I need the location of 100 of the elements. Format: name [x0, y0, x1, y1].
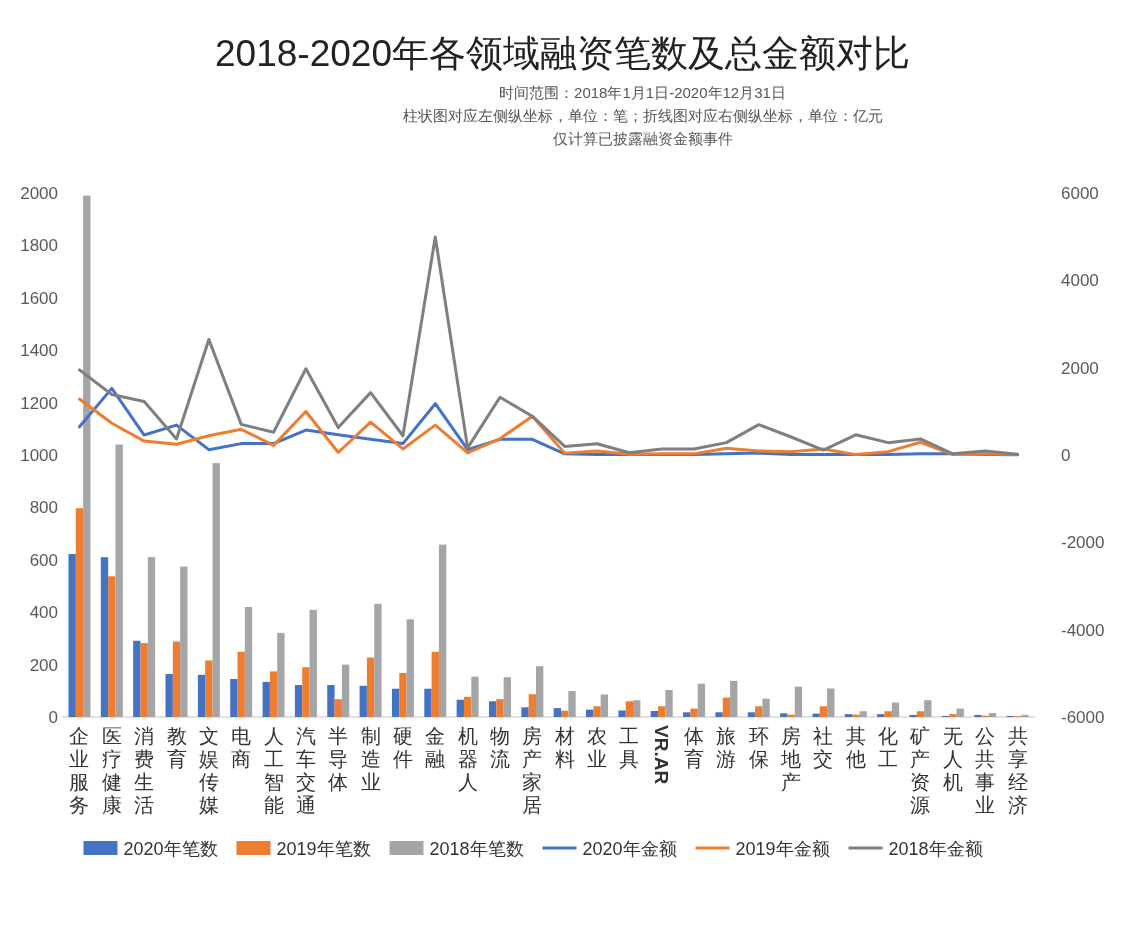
bar: [909, 714, 917, 717]
x-tick-label: VR.AR: [650, 725, 672, 785]
bar: [463, 696, 472, 717]
x-tick-label: 旅游: [716, 725, 737, 770]
y2-tick-label: 0: [1061, 446, 1071, 465]
bar: [205, 660, 213, 717]
bar: [133, 640, 141, 717]
bar: [884, 711, 892, 717]
y-tick-label: 2000: [20, 184, 58, 203]
bar: [535, 666, 544, 717]
bar: [787, 714, 795, 717]
y2-tick-label: -4000: [1061, 620, 1105, 640]
bar: [165, 674, 173, 717]
y-tick-label: 600: [29, 550, 58, 570]
x-tick-label: 人工智能: [263, 725, 284, 816]
text: 仅计算已披露融资金额事件: [552, 130, 733, 147]
x-tick-label: 汽车交通: [295, 725, 316, 816]
bar: [431, 651, 439, 717]
bar: [269, 671, 278, 717]
bar: [715, 712, 723, 717]
bar: [956, 708, 964, 717]
bar: [488, 701, 497, 717]
bar: [891, 702, 900, 717]
x-tick-label: 材料: [553, 725, 575, 770]
line-series: [77, 235, 1020, 456]
bar: [924, 700, 932, 717]
y2-tick-label: 2000: [1061, 358, 1099, 378]
y-tick-label: 200: [29, 655, 58, 675]
bar: [302, 667, 310, 717]
y2-tick-label: -6000: [1061, 708, 1105, 727]
bar: [172, 641, 181, 717]
bar: [140, 643, 148, 717]
y-tick-label: 1400: [20, 341, 58, 361]
x-tick-label: 教育: [166, 725, 187, 770]
bar: [277, 632, 285, 717]
bar: [237, 651, 245, 717]
bar: [812, 713, 820, 717]
bar: [568, 691, 576, 717]
legend-label: 2020年金额: [582, 839, 677, 859]
y2-tick-label: -2000: [1061, 533, 1105, 553]
x-tick-label: 电商: [231, 725, 252, 770]
bar: [593, 706, 601, 717]
bar: [197, 674, 206, 717]
bar: [586, 709, 594, 717]
bar: [309, 609, 317, 717]
x-tick-label: 公共事业: [975, 725, 996, 816]
bar: [83, 195, 91, 717]
bar: [1021, 714, 1029, 717]
bar: [658, 706, 666, 717]
x-tick-label: 社交: [813, 725, 834, 770]
x-tick-label: 制造业: [360, 725, 381, 793]
bar: [438, 544, 447, 717]
legend-label: 2019年金额: [735, 839, 830, 859]
bar: [683, 712, 691, 717]
x-tick-label: 物流: [489, 725, 510, 770]
chart-subtitle: 时间范围：2018年1月1日-2020年12月31日: [499, 84, 786, 101]
bar: [747, 712, 756, 717]
x-tick-label: 无人机: [942, 725, 963, 793]
bar: [730, 680, 738, 717]
bar: [916, 711, 925, 717]
x-tick-label: 共享经济: [1007, 725, 1028, 816]
bar: [68, 554, 76, 717]
bar: [794, 686, 803, 717]
bar: [230, 679, 238, 717]
bar: [399, 672, 407, 717]
y-tick-label: 1600: [20, 288, 58, 308]
text: 柱状图对应左侧纵坐标，单位：笔；折线图对应右侧纵坐标，单位：亿元: [402, 107, 883, 124]
legend-label: 2019年笔数: [276, 839, 371, 859]
bar: [294, 685, 303, 717]
y-tick-label: 400: [29, 603, 58, 623]
bar: [496, 699, 504, 717]
bar: [697, 683, 706, 717]
x-tick-label: 农业: [587, 725, 608, 770]
bar: [359, 685, 367, 717]
x-tick-label: 房产家居: [522, 725, 543, 816]
bar: [633, 700, 641, 717]
bar: [553, 708, 562, 717]
bar: [374, 603, 382, 717]
x-tick-label: 其他: [845, 725, 866, 770]
bar: [424, 688, 432, 717]
x-tick-label: 企业服务: [69, 725, 90, 816]
x-tick-label: 体育: [684, 725, 705, 770]
bar: [503, 677, 511, 717]
legend-label: 2020年笔数: [123, 839, 218, 859]
bar: [115, 444, 123, 717]
y2-tick-label: 6000: [1061, 184, 1099, 203]
bar: [327, 685, 335, 717]
y2-tick-label: 4000: [1061, 271, 1099, 291]
bar: [100, 557, 109, 717]
bar: [819, 706, 828, 717]
bar: [147, 557, 156, 717]
bar: [650, 710, 659, 717]
bar: [108, 576, 116, 717]
legend-label: 2018年笔数: [429, 839, 524, 859]
bar: [625, 701, 634, 717]
bar: [180, 566, 188, 717]
y-tick-label: 1200: [20, 393, 58, 413]
y-tick-label: 1000: [20, 446, 58, 465]
bar: [988, 713, 997, 717]
x-tick-label: 硬件: [392, 725, 413, 770]
